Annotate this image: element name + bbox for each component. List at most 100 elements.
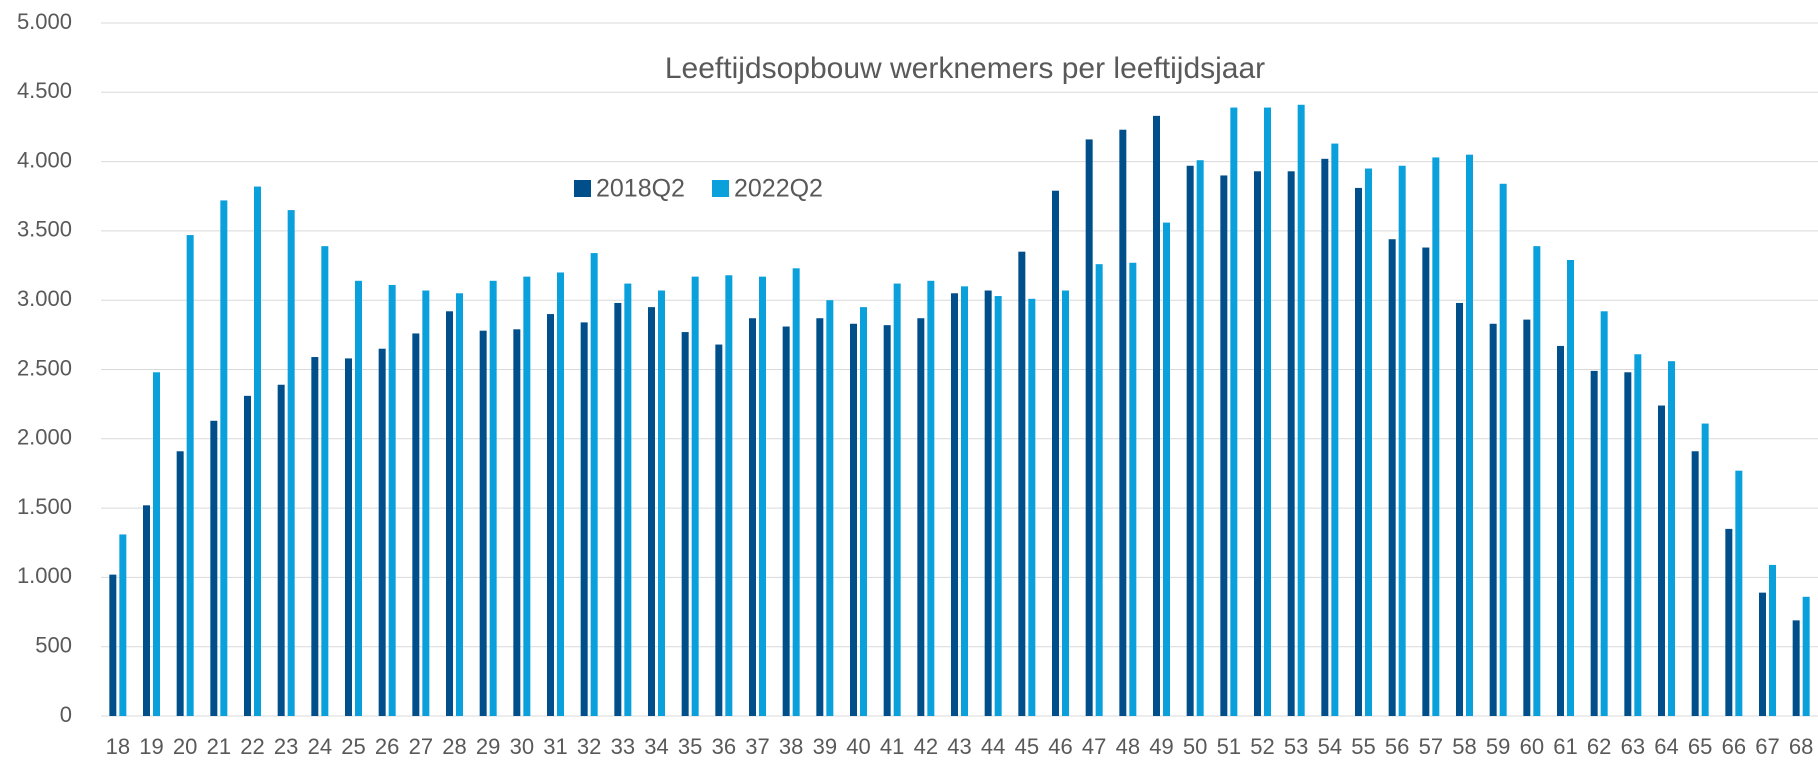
bar — [658, 290, 665, 716]
x-tick-label: 20 — [173, 734, 197, 759]
bar — [951, 293, 958, 716]
bar — [143, 505, 150, 716]
bar — [1523, 319, 1531, 716]
x-tick-label: 55 — [1351, 734, 1375, 759]
x-tick-label: 51 — [1217, 734, 1241, 759]
bar — [1533, 246, 1541, 716]
bar — [580, 322, 588, 716]
bar — [1590, 370, 1598, 716]
bar — [1725, 528, 1733, 716]
bar — [277, 384, 285, 716]
bar — [153, 372, 160, 716]
x-tick-label: 23 — [274, 734, 298, 759]
bar — [109, 574, 117, 716]
bar — [479, 330, 487, 716]
x-tick-label: 50 — [1183, 734, 1207, 759]
x-tick-label: 68 — [1789, 734, 1813, 759]
bar — [883, 325, 891, 716]
bar — [210, 420, 218, 716]
bar — [1153, 115, 1160, 716]
bar — [893, 283, 901, 716]
x-tick-label: 56 — [1385, 734, 1409, 759]
x-tick-label: 65 — [1688, 734, 1712, 759]
x-tick-label: 64 — [1654, 734, 1678, 759]
y-tick-label: 5.000 — [17, 9, 72, 34]
x-tick-label: 53 — [1284, 734, 1308, 759]
legend-swatch — [574, 180, 591, 197]
bar — [648, 307, 655, 716]
bar — [311, 357, 319, 716]
legend-swatch — [712, 180, 729, 197]
bar — [321, 246, 329, 716]
x-tick-label: 44 — [981, 734, 1005, 759]
x-tick-label: 26 — [375, 734, 399, 759]
x-tick-label: 62 — [1587, 734, 1611, 759]
bar — [355, 280, 362, 716]
bar — [1028, 298, 1036, 716]
bar — [1422, 247, 1430, 717]
bar — [1432, 157, 1440, 716]
bar — [1052, 190, 1059, 716]
x-tick-label: 57 — [1419, 734, 1443, 759]
bar — [759, 276, 766, 716]
bar — [244, 395, 251, 716]
bar — [1129, 262, 1137, 716]
y-tick-label: 2.500 — [17, 355, 72, 380]
x-tick-label: 67 — [1755, 734, 1779, 759]
y-tick-label: 3.500 — [17, 217, 72, 242]
x-tick-label: 60 — [1520, 734, 1544, 759]
bar — [715, 344, 723, 716]
x-tick-label: 24 — [308, 734, 332, 759]
x-tick-label: 18 — [106, 734, 130, 759]
bar — [1062, 290, 1069, 716]
bar — [860, 307, 867, 716]
bar — [681, 332, 689, 716]
bar — [1331, 143, 1339, 716]
bar — [557, 272, 564, 716]
bar — [1634, 354, 1642, 716]
bar — [927, 280, 935, 716]
bar — [1388, 239, 1396, 716]
bar — [1759, 592, 1766, 716]
x-tick-label: 52 — [1250, 734, 1274, 759]
bar — [378, 348, 386, 716]
bar — [287, 210, 295, 717]
x-tick-label: 49 — [1149, 734, 1173, 759]
bar — [388, 284, 396, 716]
bar — [1499, 183, 1507, 716]
bar — [1466, 154, 1473, 717]
x-tick-label: 32 — [577, 734, 601, 759]
bar — [1701, 423, 1709, 716]
y-tick-label: 4.000 — [17, 147, 72, 172]
bar — [1456, 302, 1463, 716]
bar — [345, 358, 352, 716]
bar — [624, 283, 632, 716]
y-tick-label: 0 — [60, 702, 72, 727]
x-tick-label: 66 — [1722, 734, 1746, 759]
bar — [1489, 323, 1497, 716]
bar — [792, 268, 800, 716]
bar — [614, 302, 622, 716]
bar — [547, 314, 554, 716]
y-tick-label: 2.000 — [17, 425, 72, 450]
y-tick-label: 500 — [35, 633, 72, 658]
bar — [1557, 345, 1564, 716]
x-tick-label: 27 — [409, 734, 433, 759]
bar — [1163, 222, 1170, 717]
bar — [1769, 564, 1776, 716]
bar — [176, 451, 184, 716]
bar — [1220, 175, 1228, 716]
bar — [1624, 372, 1632, 716]
x-tick-label: 47 — [1082, 734, 1106, 759]
x-tick-label: 63 — [1621, 734, 1645, 759]
bar — [994, 296, 1002, 716]
bar — [725, 275, 733, 716]
bar — [1365, 168, 1372, 716]
bar — [1600, 311, 1608, 716]
x-tick-label: 38 — [779, 734, 803, 759]
x-tick-label: 19 — [139, 734, 163, 759]
bar — [220, 200, 228, 716]
chart-title: Leeftijdsopbouw werknemers per leeftijds… — [665, 52, 1265, 85]
bar — [1018, 251, 1026, 716]
x-tick-label: 29 — [476, 734, 500, 759]
